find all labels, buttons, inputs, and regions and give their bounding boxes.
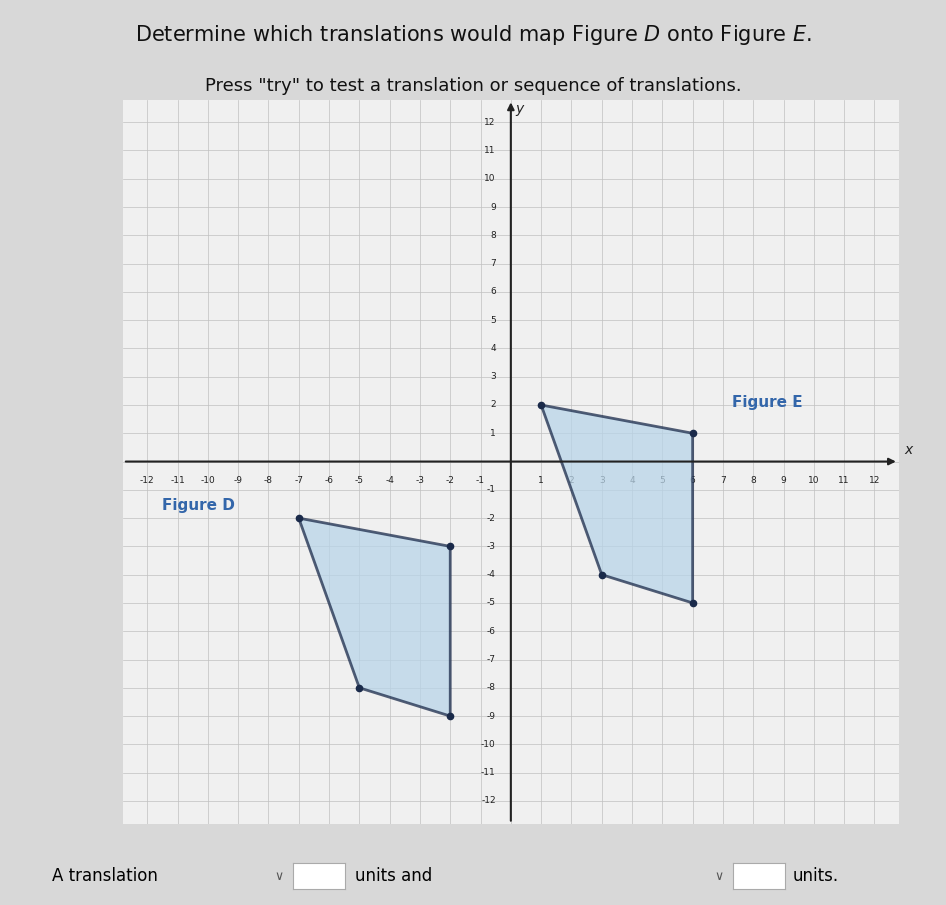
Text: -8: -8 xyxy=(486,683,496,692)
Text: 2: 2 xyxy=(569,476,574,485)
Text: -5: -5 xyxy=(486,598,496,607)
Text: 5: 5 xyxy=(490,316,496,325)
Text: Press "try" to test a translation or sequence of translations.: Press "try" to test a translation or seq… xyxy=(204,77,742,95)
Text: ∨: ∨ xyxy=(274,870,284,882)
Text: units and: units and xyxy=(355,867,432,885)
Polygon shape xyxy=(299,518,450,716)
Text: 8: 8 xyxy=(490,231,496,240)
Text: -7: -7 xyxy=(294,476,304,485)
Polygon shape xyxy=(541,405,692,603)
Text: -2: -2 xyxy=(446,476,455,485)
Text: -3: -3 xyxy=(486,542,496,551)
Text: units.: units. xyxy=(793,867,839,885)
Text: -6: -6 xyxy=(324,476,334,485)
Text: 7: 7 xyxy=(720,476,726,485)
Text: 12: 12 xyxy=(484,118,496,127)
Text: -11: -11 xyxy=(481,768,496,777)
Text: 12: 12 xyxy=(868,476,880,485)
Text: 1: 1 xyxy=(538,476,544,485)
Text: -3: -3 xyxy=(415,476,425,485)
Text: -2: -2 xyxy=(487,514,496,522)
Text: 6: 6 xyxy=(690,476,695,485)
Text: ∨: ∨ xyxy=(714,870,724,882)
Text: 8: 8 xyxy=(750,476,756,485)
Text: -12: -12 xyxy=(140,476,154,485)
Text: -9: -9 xyxy=(234,476,242,485)
Text: -1: -1 xyxy=(476,476,485,485)
Text: -9: -9 xyxy=(486,711,496,720)
Text: Figure E: Figure E xyxy=(732,395,802,410)
Text: 4: 4 xyxy=(629,476,635,485)
Text: -7: -7 xyxy=(486,655,496,664)
Text: 9: 9 xyxy=(780,476,786,485)
Text: -4: -4 xyxy=(487,570,496,579)
Text: -5: -5 xyxy=(355,476,364,485)
Text: 10: 10 xyxy=(484,175,496,183)
Text: -4: -4 xyxy=(385,476,394,485)
Text: 11: 11 xyxy=(838,476,850,485)
Text: 7: 7 xyxy=(490,259,496,268)
Text: Figure D: Figure D xyxy=(163,499,236,513)
Text: 3: 3 xyxy=(490,372,496,381)
Text: Determine which translations would map Figure $D$ onto Figure $E$.: Determine which translations would map F… xyxy=(134,23,812,47)
Text: 10: 10 xyxy=(808,476,819,485)
Text: -10: -10 xyxy=(481,740,496,748)
Text: 5: 5 xyxy=(659,476,665,485)
Text: 4: 4 xyxy=(490,344,496,353)
Text: 6: 6 xyxy=(490,288,496,296)
Text: -1: -1 xyxy=(486,485,496,494)
Text: 3: 3 xyxy=(599,476,604,485)
Text: y: y xyxy=(516,102,524,117)
Text: -11: -11 xyxy=(170,476,184,485)
Text: x: x xyxy=(904,443,913,457)
Text: -6: -6 xyxy=(486,627,496,635)
Text: 1: 1 xyxy=(490,429,496,438)
Text: 9: 9 xyxy=(490,203,496,212)
Text: A translation: A translation xyxy=(52,867,158,885)
Text: -8: -8 xyxy=(264,476,273,485)
Text: -12: -12 xyxy=(482,796,496,805)
Text: 2: 2 xyxy=(490,401,496,409)
Text: 11: 11 xyxy=(484,146,496,155)
Text: -10: -10 xyxy=(201,476,215,485)
